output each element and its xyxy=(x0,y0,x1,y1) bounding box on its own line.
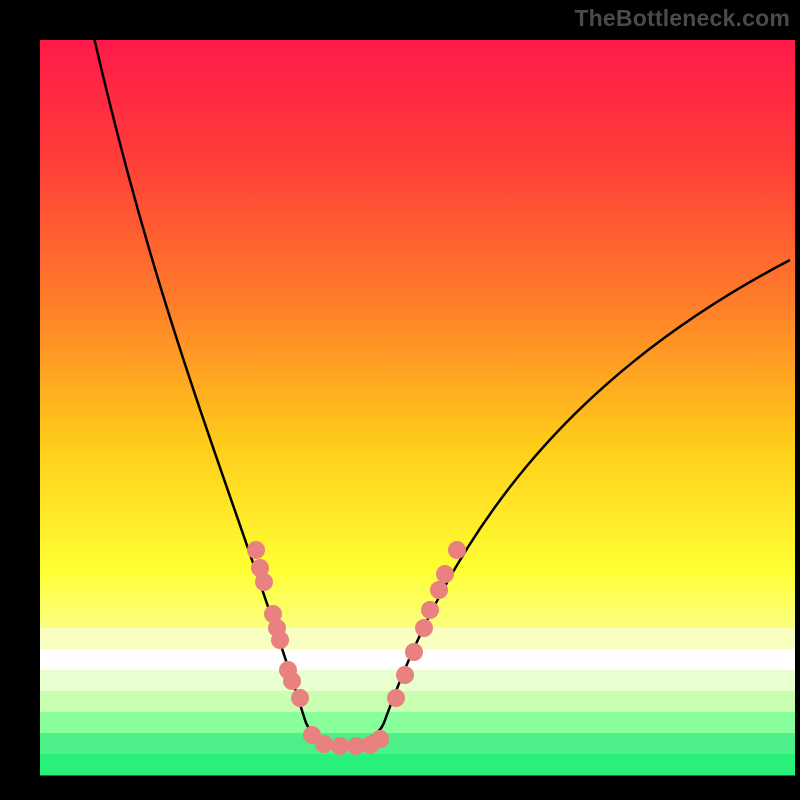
marker-dot xyxy=(422,602,439,619)
marker-dot xyxy=(431,582,448,599)
marker-dot xyxy=(397,667,414,684)
band-stripe xyxy=(40,670,795,692)
marker-dot xyxy=(437,566,454,583)
marker-dot xyxy=(372,731,389,748)
marker-dot xyxy=(316,736,333,753)
marker-dot xyxy=(332,738,349,755)
marker-dot xyxy=(248,542,265,559)
marker-dot xyxy=(272,632,289,649)
marker-dot xyxy=(416,620,433,637)
band-stripe xyxy=(40,691,795,713)
marker-dot xyxy=(406,644,423,661)
marker-dot xyxy=(284,673,301,690)
marker-dot xyxy=(388,690,405,707)
chart-container: TheBottleneck.com xyxy=(0,0,800,800)
band-stripe xyxy=(40,754,795,776)
band-stripe xyxy=(40,733,795,755)
marker-dot xyxy=(256,574,273,591)
band-stripe xyxy=(40,712,795,734)
marker-dot xyxy=(449,542,466,559)
watermark-text: TheBottleneck.com xyxy=(574,5,790,32)
marker-dot xyxy=(292,690,309,707)
chart-svg xyxy=(0,0,800,800)
